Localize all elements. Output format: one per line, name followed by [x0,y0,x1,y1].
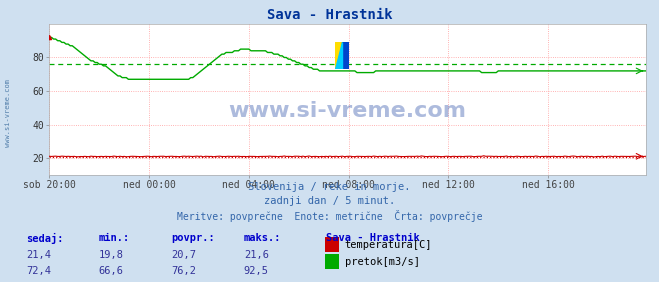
Text: Sava - Hrastnik: Sava - Hrastnik [326,233,420,243]
Text: Slovenija / reke in morje.: Slovenija / reke in morje. [248,182,411,192]
Text: 21,4: 21,4 [26,250,51,259]
Text: povpr.:: povpr.: [171,233,215,243]
Text: temperatura[C]: temperatura[C] [345,240,432,250]
Text: 72,4: 72,4 [26,266,51,276]
Text: 20,7: 20,7 [171,250,196,259]
Text: 19,8: 19,8 [99,250,124,259]
Text: min.:: min.: [99,233,130,243]
Bar [335,42,342,69]
Text: Meritve: povprečne  Enote: metrične  Črta: povprečje: Meritve: povprečne Enote: metrične Črta:… [177,210,482,222]
Bar [342,42,349,69]
Text: Sava - Hrastnik: Sava - Hrastnik [267,8,392,23]
Text: maks.:: maks.: [244,233,281,243]
Text: www.si-vreme.com: www.si-vreme.com [5,79,11,147]
Text: www.si-vreme.com: www.si-vreme.com [229,102,467,122]
Text: pretok[m3/s]: pretok[m3/s] [345,257,420,267]
Text: 66,6: 66,6 [99,266,124,276]
Text: 92,5: 92,5 [244,266,269,276]
Text: zadnji dan / 5 minut.: zadnji dan / 5 minut. [264,196,395,206]
Text: 21,6: 21,6 [244,250,269,259]
Polygon shape [335,42,342,69]
Text: 76,2: 76,2 [171,266,196,276]
Text: sedaj:: sedaj: [26,233,64,244]
